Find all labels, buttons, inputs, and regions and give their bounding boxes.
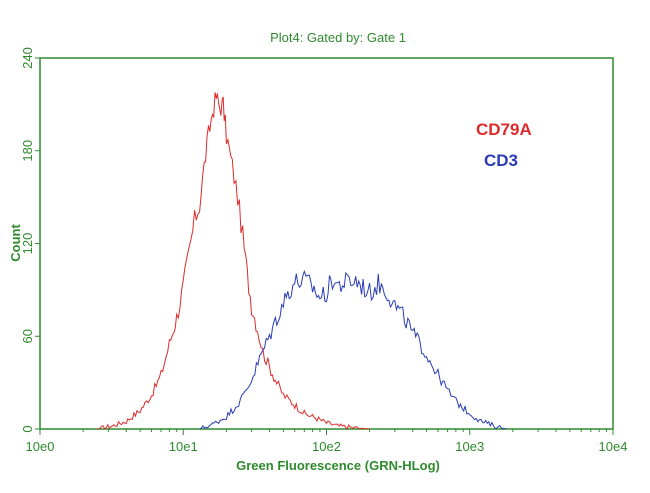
x-axis-ticks: 10e0 10e1 10e2 10e3 10e4 bbox=[26, 429, 628, 454]
chart-title: Plot4: Gated by: Gate 1 bbox=[270, 30, 406, 45]
series-layer bbox=[96, 92, 507, 430]
x-axis-title: Green Fluorescence (GRN-HLog) bbox=[236, 458, 440, 473]
y-axis-title: Count bbox=[8, 224, 23, 262]
x-tick-label: 10e1 bbox=[169, 439, 198, 454]
y-axis-ticks: 0 60 120 180 240 bbox=[20, 47, 40, 433]
x-tick-label: 10e4 bbox=[599, 439, 628, 454]
y-tick-label: 180 bbox=[20, 140, 35, 162]
x-tick-label: 10e0 bbox=[26, 439, 55, 454]
y-tick-label: 240 bbox=[20, 47, 35, 69]
y-tick-label: 120 bbox=[20, 233, 35, 255]
x-tick-label: 10e2 bbox=[312, 439, 341, 454]
legend-label-cd3: CD3 bbox=[484, 151, 518, 170]
y-tick-label: 0 bbox=[20, 425, 35, 432]
legend-label-cd79a: CD79A bbox=[476, 120, 532, 139]
series-line-cd79a bbox=[96, 92, 370, 430]
x-tick-label: 10e3 bbox=[455, 439, 484, 454]
plot-frame bbox=[39, 57, 614, 430]
series-line-cd3 bbox=[199, 269, 507, 430]
y-tick-label: 60 bbox=[20, 329, 35, 343]
